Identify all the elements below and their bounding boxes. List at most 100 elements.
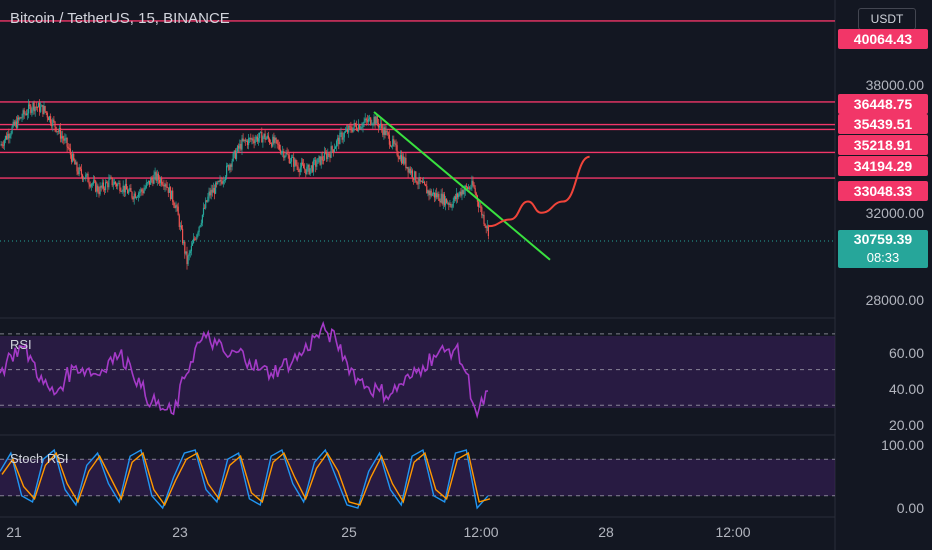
candle-body bbox=[91, 183, 93, 185]
candle-body bbox=[325, 152, 327, 154]
candle-body bbox=[76, 162, 78, 172]
candle-body bbox=[383, 127, 385, 135]
candle-body bbox=[424, 181, 426, 185]
candle-body bbox=[391, 146, 393, 147]
candle-body bbox=[440, 193, 442, 203]
candle-body bbox=[416, 181, 418, 184]
candle-body bbox=[420, 181, 422, 183]
candle-body bbox=[102, 182, 104, 189]
candle-body bbox=[131, 191, 133, 198]
candle-body bbox=[449, 204, 451, 206]
candle-body bbox=[169, 187, 172, 200]
candle-body bbox=[314, 160, 316, 162]
candle-body bbox=[69, 148, 71, 155]
currency-button[interactable]: USDT bbox=[858, 8, 916, 30]
rsi-pane-label[interactable]: RSI bbox=[10, 337, 32, 352]
candle-body bbox=[199, 225, 201, 227]
candle-body bbox=[39, 103, 41, 112]
symbol-title[interactable]: Bitcoin / TetherUS, 15, BINANCE bbox=[10, 10, 230, 27]
candle-body bbox=[418, 177, 420, 184]
candle-body bbox=[194, 238, 196, 240]
candle-body bbox=[406, 166, 408, 169]
candle-body bbox=[21, 117, 23, 119]
candle-body bbox=[141, 189, 143, 192]
candle-body bbox=[143, 189, 145, 194]
candle-body bbox=[257, 138, 260, 142]
candle-body bbox=[352, 127, 354, 132]
candle-body bbox=[152, 179, 154, 184]
candle-body bbox=[376, 116, 378, 123]
candle-body bbox=[358, 124, 360, 131]
candle-body bbox=[228, 165, 230, 170]
candle-body bbox=[396, 145, 398, 156]
candle-body bbox=[278, 144, 280, 150]
candle-body bbox=[351, 130, 353, 132]
horizontal-levels[interactable] bbox=[0, 20, 835, 179]
candle-body bbox=[70, 154, 73, 162]
candle-body bbox=[404, 157, 406, 164]
candle-body bbox=[123, 185, 125, 193]
candle-body bbox=[474, 188, 476, 194]
candle-body bbox=[426, 186, 428, 194]
candle-body bbox=[373, 116, 375, 124]
candle-body bbox=[384, 127, 386, 135]
candle-body bbox=[178, 215, 180, 227]
candle-body bbox=[320, 156, 322, 165]
candle-body bbox=[64, 138, 66, 141]
candle-body bbox=[316, 163, 318, 167]
candle-body bbox=[286, 152, 288, 155]
candle-body bbox=[374, 116, 376, 125]
candle-body bbox=[399, 155, 401, 160]
candle-body bbox=[305, 169, 307, 175]
stoch-d-line bbox=[1, 451, 491, 507]
candle-body bbox=[473, 184, 475, 189]
candle-body bbox=[241, 138, 243, 150]
candle-body bbox=[121, 191, 123, 193]
candle-body bbox=[98, 191, 100, 195]
candle-body bbox=[389, 144, 392, 147]
candle-body bbox=[105, 182, 107, 191]
candle-body bbox=[48, 116, 51, 121]
candle-body bbox=[446, 198, 448, 204]
rsi-line bbox=[0, 320, 489, 419]
candle-body bbox=[392, 139, 394, 147]
projection-curve[interactable] bbox=[488, 155, 590, 228]
candle-body bbox=[245, 140, 247, 142]
candle-body bbox=[41, 105, 43, 107]
candle-body bbox=[385, 130, 387, 135]
candle-body bbox=[45, 111, 47, 113]
candle-body bbox=[264, 133, 266, 140]
candle-body bbox=[252, 138, 254, 142]
candle-body bbox=[349, 125, 351, 127]
candle-body bbox=[191, 243, 194, 246]
candle-body bbox=[253, 141, 255, 144]
candle-body bbox=[369, 117, 371, 119]
candle-body bbox=[164, 184, 166, 187]
candle-body bbox=[336, 140, 338, 147]
candle-body bbox=[118, 183, 120, 184]
candle-body bbox=[156, 173, 158, 181]
candle-body bbox=[128, 190, 130, 194]
candle-body bbox=[56, 131, 58, 132]
candle-body bbox=[77, 171, 79, 175]
candle-body bbox=[275, 137, 277, 140]
candle-body bbox=[62, 136, 64, 139]
candle-body bbox=[129, 188, 131, 191]
candle-body bbox=[322, 160, 324, 162]
candle-body bbox=[259, 132, 261, 139]
candle-body bbox=[387, 132, 389, 135]
candle-body bbox=[130, 188, 132, 192]
stoch-pane-label[interactable]: Stoch RSI bbox=[10, 451, 69, 466]
candle-body bbox=[321, 156, 323, 161]
candle-body bbox=[288, 155, 290, 164]
candle-body bbox=[470, 187, 472, 189]
candle-body bbox=[144, 187, 146, 190]
trend-line[interactable] bbox=[373, 111, 551, 261]
candle-body bbox=[326, 153, 328, 159]
candle-body bbox=[109, 177, 111, 180]
candle-body bbox=[270, 142, 272, 144]
candle-body bbox=[46, 112, 48, 118]
candle-body bbox=[211, 189, 213, 193]
